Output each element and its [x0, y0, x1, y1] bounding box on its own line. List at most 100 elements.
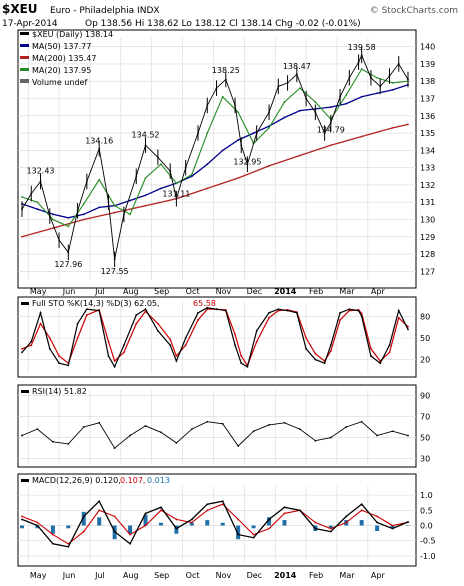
ma50-line-point — [345, 102, 348, 105]
sto-k-line-point — [206, 306, 209, 309]
sto-d-line-point — [135, 322, 138, 325]
sto-k-line-point — [255, 329, 258, 332]
sto-d-line-point — [277, 309, 280, 312]
sto-d-line-point — [30, 344, 33, 347]
sto-d-line-point — [360, 312, 363, 315]
price-annotation: 131.11 — [162, 189, 190, 198]
ma50-line-point — [67, 216, 70, 219]
ma50-line-point — [252, 132, 255, 134]
macd-signal-line-point — [314, 521, 317, 524]
macd-signal-line-point — [345, 521, 348, 524]
rsi-line-point — [268, 423, 270, 426]
sto-d-line-point — [240, 355, 243, 357]
month-axis-top: May Jun Jul Aug Sep Oct Nov Dec 2014 Feb Mar Apr — [30, 287, 386, 296]
price-line-point — [156, 156, 159, 159]
sto-d-line-point — [107, 340, 110, 343]
sto-d-line-point — [113, 360, 116, 362]
watermark: © StockCharts.com — [370, 6, 458, 16]
macd-line-point — [299, 509, 301, 512]
ma20-line-point — [160, 163, 162, 166]
ma50-line-point — [299, 109, 301, 112]
price-annotation: 127.55 — [101, 267, 129, 276]
price-line-point — [240, 144, 243, 147]
sto-k-line-point — [323, 362, 326, 365]
ma50-line-point — [160, 187, 162, 190]
macd-line — [21, 500, 409, 548]
macd-hist-bar — [174, 525, 179, 534]
y-tick-label: 140 — [420, 43, 435, 52]
macd-line-point — [221, 500, 224, 503]
macd-hist-bar — [66, 525, 71, 529]
rsi-line-point — [299, 428, 301, 431]
price-annotation: 132.95 — [233, 158, 261, 167]
sto-k-line-point — [144, 308, 147, 311]
sto-d-line-point — [348, 309, 351, 312]
ma50-line-point — [36, 208, 39, 211]
legend-price: $XEU (Daily) 138.14 — [32, 30, 113, 39]
y-tick-label: 136 — [420, 112, 435, 121]
y-tick-label: -1.0 — [420, 552, 436, 561]
sto-k-line-point — [197, 311, 199, 314]
ma20-line-point — [144, 177, 147, 179]
ma20-line-point — [391, 82, 394, 84]
sto-k-line-point — [39, 311, 42, 314]
price-line-point — [286, 82, 289, 84]
sto-k-line-point — [30, 340, 33, 343]
ma20-line-point — [221, 95, 224, 98]
macd-hist-bar — [81, 511, 86, 526]
rsi-legend-swatch — [21, 390, 29, 393]
price-line-point — [305, 97, 307, 100]
macd-line-point — [160, 506, 162, 509]
legend-swatch-ma20 — [20, 68, 29, 71]
ma20-line-point — [283, 101, 286, 103]
price-annotation: 134.52 — [132, 130, 160, 139]
month-label: Jul — [94, 287, 105, 296]
macd-signal-line-point — [144, 524, 147, 527]
ma50-line-point — [129, 199, 131, 202]
ma50-line-point — [237, 139, 240, 141]
sto-k-line-point — [123, 344, 125, 347]
ma200-line-point — [391, 126, 394, 129]
sto-d-line-point — [397, 316, 400, 319]
macd-signal-line-point — [252, 533, 255, 536]
sto-d-line-point — [206, 308, 209, 311]
macd-grid — [18, 486, 416, 562]
price-line-point — [357, 61, 360, 64]
rsi-line-point — [314, 439, 317, 442]
price-line-point — [407, 78, 409, 81]
price-line-point — [388, 75, 391, 77]
ma20-line — [21, 68, 409, 228]
ma50-line-point — [206, 163, 209, 166]
macd-signal-line-point — [160, 509, 162, 512]
macd-hist-bar — [158, 522, 163, 526]
ma20-line-point — [268, 126, 270, 129]
ma50-line-point — [51, 213, 54, 216]
macd-line-point — [329, 530, 332, 533]
ma200-line-point — [407, 123, 409, 126]
ma200-line-point — [360, 135, 363, 138]
sto-d-line-point — [156, 322, 159, 325]
legend-swatch-price — [20, 32, 29, 35]
rsi-line-point — [82, 426, 85, 428]
rsi-line-point — [36, 428, 39, 431]
sto-k-line-point — [305, 347, 307, 350]
macd-signal-line-point — [376, 515, 379, 518]
sto-k-line-point — [135, 314, 138, 316]
rsi-series — [21, 420, 409, 450]
price-annotation: 127.96 — [54, 260, 82, 269]
macd-hist-bar — [20, 525, 24, 529]
macd-line-point — [252, 536, 255, 539]
ma20-line-point — [314, 101, 317, 103]
macd-line-point — [206, 503, 209, 506]
y-tick-label: 0.5 — [420, 506, 433, 515]
macd-signal-line-point — [391, 524, 394, 527]
legend-swatch-ma50 — [20, 44, 29, 47]
ma200-line-point — [329, 144, 332, 147]
ma20-line-point — [129, 213, 131, 216]
date-label: 17-Apr-2014 — [2, 19, 58, 29]
macd-line-point — [82, 515, 85, 518]
sto-d-line-point — [76, 337, 79, 339]
price-annotation: 139.58 — [348, 43, 376, 52]
macd-line-point — [21, 518, 23, 521]
sto-k-line-point — [246, 365, 249, 368]
